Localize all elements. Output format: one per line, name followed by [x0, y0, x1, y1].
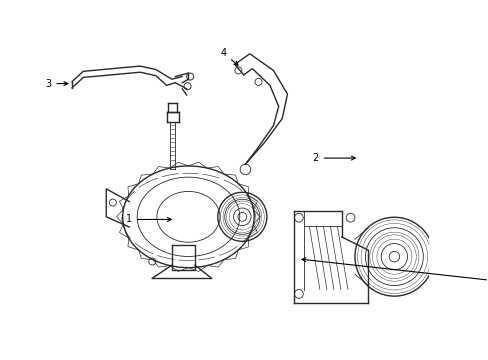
Text: 1: 1: [125, 215, 171, 224]
Text: 2: 2: [312, 153, 355, 163]
Text: 3: 3: [45, 78, 68, 89]
Text: 5: 5: [302, 258, 488, 286]
Text: 4: 4: [220, 48, 238, 65]
